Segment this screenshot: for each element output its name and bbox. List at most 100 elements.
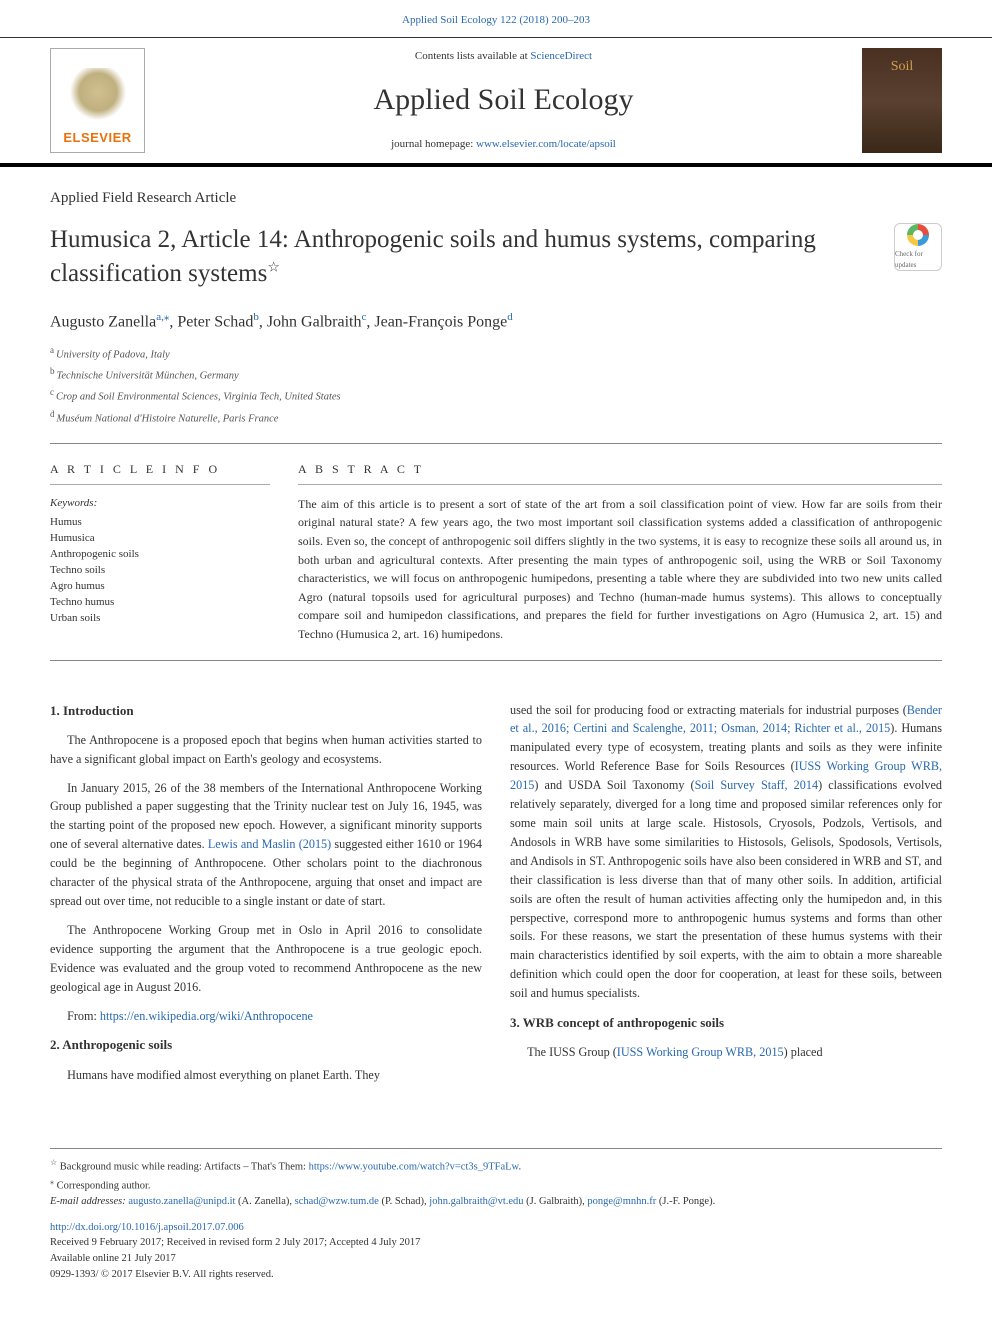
- keyword: Humus: [50, 515, 270, 531]
- star-post: .: [518, 1162, 521, 1173]
- iuss-wrb-link-2[interactable]: IUSS Working Group WRB, 2015: [617, 1045, 784, 1059]
- author-3: , John Galbraith: [259, 313, 362, 330]
- aff-d-text: Muséum National d'Histoire Naturelle, Pa…: [57, 413, 279, 424]
- journal-cover-thumb[interactable]: Soil: [862, 48, 942, 153]
- youtube-link[interactable]: https://www.youtube.com/watch?v=ct3s_9TF…: [309, 1162, 519, 1173]
- copyright-line: 0929-1393/ © 2017 Elsevier B.V. All righ…: [50, 1267, 942, 1283]
- footnotes-block: ☆ Background music while reading: Artifa…: [50, 1148, 942, 1209]
- article-info-rule: [50, 484, 270, 485]
- footer-block: http://dx.doi.org/10.1016/j.apsoil.2017.…: [50, 1220, 942, 1283]
- available-line: Available online 21 July 2017: [50, 1251, 942, 1267]
- aff-c-sup: c: [50, 387, 54, 397]
- aff-d-sup: d: [50, 409, 55, 419]
- email-label: E-mail addresses:: [50, 1196, 126, 1207]
- body-left-column: 1. Introduction The Anthropocene is a pr…: [50, 701, 482, 1095]
- footnote-corr: ⁎ Corresponding author.: [50, 1176, 942, 1194]
- email-4-who: (J.-F. Ponge).: [656, 1196, 715, 1207]
- journal-reference: Applied Soil Ecology 122 (2018) 200–203: [0, 0, 992, 37]
- affiliation-c: cCrop and Soil Environmental Sciences, V…: [50, 386, 942, 405]
- homepage-link[interactable]: www.elsevier.com/locate/apsoil: [476, 138, 616, 150]
- crossmark-badge[interactable]: Check for updates: [894, 223, 942, 271]
- aff-b-text: Technische Universität München, Germany: [57, 371, 239, 382]
- intro-p3: The Anthropocene Working Group met in Os…: [50, 921, 482, 997]
- divider-bottom: [50, 660, 942, 661]
- abstract-heading: A B S T R A C T: [298, 460, 942, 478]
- email-2-who: (P. Schad),: [379, 1196, 429, 1207]
- doi-link[interactable]: http://dx.doi.org/10.1016/j.apsoil.2017.…: [50, 1222, 244, 1233]
- keywords-list: Humus Humusica Anthropogenic soils Techn…: [50, 515, 270, 627]
- keyword: Anthropogenic soils: [50, 547, 270, 563]
- keywords-heading: Keywords:: [50, 495, 270, 512]
- footnote-emails: E-mail addresses: augusto.zanella@unipd.…: [50, 1194, 942, 1210]
- article-content: Applied Field Research Article Humusica …: [0, 167, 992, 1125]
- title-footnote-star: ☆: [267, 260, 280, 275]
- email-1-who: (A. Zanella),: [235, 1196, 294, 1207]
- intro-p4-prefix: From:: [67, 1009, 100, 1023]
- soil-survey-link[interactable]: Soil Survey Staff, 2014: [695, 778, 818, 792]
- email-3-who: (J. Galbraith),: [524, 1196, 588, 1207]
- affiliation-a: aUniversity of Padova, Italy: [50, 344, 942, 363]
- keyword: Humusica: [50, 531, 270, 547]
- crossmark-label: Check for updates: [895, 249, 941, 270]
- received-line: Received 9 February 2017; Received in re…: [50, 1235, 942, 1251]
- section-2-title: 2. Anthropogenic soils: [50, 1035, 482, 1055]
- aff-a-text: University of Padova, Italy: [56, 349, 170, 360]
- author-4-sup: d: [507, 311, 513, 323]
- r-p1g: ) classifications evolved relatively sep…: [510, 778, 942, 1000]
- keyword: Urban soils: [50, 611, 270, 627]
- aff-b-sup: b: [50, 366, 55, 376]
- sec3-p1: The IUSS Group (IUSS Working Group WRB, …: [510, 1043, 942, 1062]
- contents-prefix: Contents lists available at: [415, 50, 530, 62]
- wiki-anthropocene-link[interactable]: https://en.wikipedia.org/wiki/Anthropoce…: [100, 1009, 313, 1023]
- footnote-star: ☆ Background music while reading: Artifa…: [50, 1157, 942, 1175]
- aff-c-text: Crop and Soil Environmental Sciences, Vi…: [56, 392, 341, 403]
- title-text: Humusica 2, Article 14: Anthropogenic so…: [50, 226, 816, 287]
- title-row: Humusica 2, Article 14: Anthropogenic so…: [50, 223, 942, 291]
- article-type: Applied Field Research Article: [50, 187, 942, 210]
- keyword: Techno soils: [50, 563, 270, 579]
- abstract-rule: [298, 484, 942, 485]
- divider-top: [50, 443, 942, 444]
- abstract-text: The aim of this article is to present a …: [298, 495, 942, 644]
- intro-p4: From: https://en.wikipedia.org/wiki/Anth…: [50, 1007, 482, 1026]
- header-band: ELSEVIER Contents lists available at Sci…: [0, 37, 992, 167]
- intro-p1: The Anthropocene is a proposed epoch tha…: [50, 731, 482, 769]
- journal-title: Applied Soil Ecology: [145, 77, 862, 122]
- affiliation-b: bTechnische Universität München, Germany: [50, 365, 942, 384]
- header-center: Contents lists available at ScienceDirec…: [145, 48, 862, 152]
- info-abstract-row: A R T I C L E I N F O Keywords: Humus Hu…: [50, 460, 942, 644]
- intro-p2: In January 2015, 26 of the 38 members of…: [50, 779, 482, 911]
- star-icon: ☆: [50, 1158, 57, 1167]
- corr-icon: ⁎: [50, 1177, 54, 1186]
- crossmark-icon: [907, 224, 929, 246]
- r-p1e: ) and USDA Soil Taxonomy (: [534, 778, 694, 792]
- contents-lists-line: Contents lists available at ScienceDirec…: [145, 48, 862, 65]
- sciencedirect-link[interactable]: ScienceDirect: [530, 50, 592, 62]
- email-2[interactable]: schad@wzw.tum.de: [295, 1196, 379, 1207]
- author-1-sup: a,: [156, 311, 164, 323]
- author-4: , Jean-François Ponge: [366, 313, 507, 330]
- elsevier-tree-icon: [68, 68, 128, 128]
- elsevier-wordmark: ELSEVIER: [63, 128, 131, 148]
- star-pre: Background music while reading: Artifact…: [60, 1162, 309, 1173]
- authors-line: Augusto Zanellaa,⁎, Peter Schadb, John G…: [50, 309, 942, 334]
- section-3-title: 3. WRB concept of anthropogenic soils: [510, 1013, 942, 1033]
- author-2: , Peter Schad: [169, 313, 253, 330]
- email-4[interactable]: ponge@mnhn.fr: [587, 1196, 656, 1207]
- sec2-continuation: used the soil for producing food or extr…: [510, 701, 942, 1004]
- article-info-heading: A R T I C L E I N F O: [50, 460, 270, 478]
- r-p1a: used the soil for producing food or extr…: [510, 703, 907, 717]
- elsevier-logo[interactable]: ELSEVIER: [50, 48, 145, 153]
- homepage-prefix: journal homepage:: [391, 138, 476, 150]
- email-3[interactable]: john.galbraith@vt.edu: [429, 1196, 523, 1207]
- author-1: Augusto Zanella: [50, 313, 156, 330]
- email-1[interactable]: augusto.zanella@unipd.it: [128, 1196, 235, 1207]
- journal-homepage-line: journal homepage: www.elsevier.com/locat…: [145, 136, 862, 153]
- body-right-column: used the soil for producing food or extr…: [510, 701, 942, 1095]
- cover-label: Soil: [891, 56, 914, 77]
- sec2-p1: Humans have modified almost everything o…: [50, 1066, 482, 1085]
- lewis-maslin-ref-link[interactable]: Lewis and Maslin (2015): [208, 837, 331, 851]
- abstract-block: A B S T R A C T The aim of this article …: [298, 460, 942, 644]
- article-title: Humusica 2, Article 14: Anthropogenic so…: [50, 223, 894, 291]
- r-p2a: The IUSS Group (: [527, 1045, 617, 1059]
